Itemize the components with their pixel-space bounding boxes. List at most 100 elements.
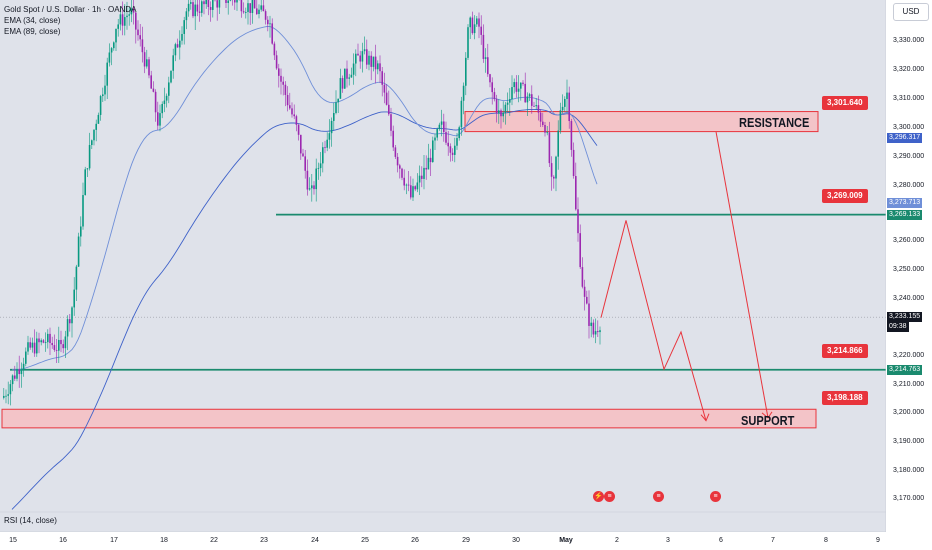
support-price-callout[interactable]: 3,198.188 bbox=[822, 391, 868, 405]
candle-body bbox=[526, 96, 529, 103]
candle-body bbox=[88, 145, 91, 169]
candle-body bbox=[443, 121, 445, 133]
candle-body bbox=[69, 319, 71, 324]
candle-body bbox=[328, 133, 331, 140]
candle-body bbox=[130, 8, 133, 15]
candle-body bbox=[31, 342, 34, 348]
time-tick: 3 bbox=[666, 537, 670, 544]
candle-body bbox=[245, 12, 247, 13]
price-tick: 3,260.000 bbox=[893, 237, 925, 244]
candle-body bbox=[436, 128, 438, 138]
candle-body bbox=[533, 105, 535, 107]
level-price-callout[interactable]: 3,214.866 bbox=[822, 344, 868, 358]
flash-event-icon[interactable]: ⚡ bbox=[593, 491, 604, 502]
support-zone bbox=[1, 408, 817, 429]
candle-body bbox=[163, 100, 166, 104]
candle-body bbox=[5, 395, 7, 397]
candle-body bbox=[528, 94, 531, 97]
candle-body bbox=[194, 4, 196, 17]
candle-body bbox=[388, 104, 390, 115]
candle-body bbox=[229, 0, 232, 1]
candle-body bbox=[414, 186, 416, 190]
candle-body bbox=[289, 105, 291, 109]
price-tick: 3,310.000 bbox=[893, 95, 925, 102]
candle-body bbox=[150, 75, 152, 89]
resistance-price-callout[interactable]: 3,301.640 bbox=[822, 96, 868, 110]
candle-body bbox=[412, 186, 414, 198]
candle-body bbox=[124, 17, 126, 26]
symbol-title[interactable]: Gold Spot / U.S. Dollar · 1h · OANDA bbox=[4, 5, 137, 14]
candle-body bbox=[511, 87, 513, 100]
candle-body bbox=[49, 333, 51, 344]
candle-body bbox=[172, 55, 174, 71]
candle-body bbox=[3, 395, 5, 398]
price-tick: 3,320.000 bbox=[893, 66, 925, 73]
level-price-callout[interactable]: 3,269.009 bbox=[822, 189, 868, 203]
price-axis[interactable] bbox=[886, 0, 932, 532]
candle-body bbox=[113, 42, 115, 49]
time-tick: 9 bbox=[876, 537, 880, 544]
candle-body bbox=[498, 110, 500, 114]
candle-body bbox=[108, 52, 111, 63]
candle-body bbox=[504, 104, 507, 113]
ema89-legend[interactable]: EMA (89, close) bbox=[4, 27, 61, 36]
support-label[interactable]: SUPPORT bbox=[741, 413, 795, 428]
candle-body bbox=[370, 55, 372, 67]
candle-body bbox=[271, 23, 273, 44]
candle-body bbox=[539, 112, 542, 122]
candle-body bbox=[383, 84, 386, 93]
ema34-legend[interactable]: EMA (34, close) bbox=[4, 16, 61, 25]
candle-body bbox=[278, 68, 280, 76]
price-tick: 3,330.000 bbox=[893, 37, 925, 44]
projection-path bbox=[715, 131, 769, 418]
us-flag-event-icon[interactable]: ≡ bbox=[710, 491, 721, 502]
candle-body bbox=[379, 63, 381, 72]
candle-body bbox=[374, 56, 377, 70]
candle-body bbox=[502, 112, 504, 117]
candle-body bbox=[471, 17, 474, 34]
candle-body bbox=[403, 177, 405, 186]
candle-body bbox=[482, 34, 485, 59]
candle-body bbox=[14, 375, 16, 379]
candle-body bbox=[447, 142, 449, 147]
candle-body bbox=[577, 209, 579, 234]
time-tick: 18 bbox=[160, 537, 168, 544]
level-price-tag: 3,214.763 bbox=[887, 365, 923, 375]
candle-body bbox=[467, 27, 469, 58]
candle-body bbox=[146, 59, 148, 67]
candle-body bbox=[106, 62, 108, 86]
candle-body bbox=[295, 116, 298, 125]
candle-body bbox=[537, 105, 540, 113]
candle-body bbox=[480, 26, 482, 35]
candle-body bbox=[335, 102, 337, 114]
price-tick: 3,290.000 bbox=[893, 153, 925, 160]
candle-body bbox=[165, 95, 168, 101]
time-tick: 30 bbox=[512, 537, 520, 544]
ema89-price-tag: 3,296.317 bbox=[887, 133, 923, 143]
candle-body bbox=[218, 0, 221, 8]
candle-body bbox=[282, 81, 284, 85]
candle-body bbox=[71, 307, 73, 324]
candle-body bbox=[126, 15, 128, 18]
candle-body bbox=[337, 98, 339, 103]
resistance-label[interactable]: RESISTANCE bbox=[739, 115, 810, 130]
candle-body bbox=[399, 165, 401, 169]
candle-body bbox=[159, 113, 161, 126]
candle-body bbox=[93, 129, 95, 141]
candle-body bbox=[469, 17, 471, 28]
candle-body bbox=[91, 140, 93, 146]
candle-body bbox=[427, 157, 430, 170]
candle-body bbox=[198, 11, 201, 13]
rsi-legend[interactable]: RSI (14, close) bbox=[4, 516, 57, 525]
candle-body bbox=[115, 28, 117, 43]
time-axis[interactable] bbox=[0, 532, 932, 550]
candle-body bbox=[381, 71, 383, 85]
currency-button[interactable]: USD bbox=[893, 3, 929, 21]
candle-body bbox=[262, 5, 265, 12]
candle-body bbox=[300, 134, 302, 154]
us-flag-event-icon[interactable]: ≡ bbox=[604, 491, 615, 502]
candle-body bbox=[535, 105, 537, 107]
us-flag-event-icon[interactable]: ≡ bbox=[653, 491, 664, 502]
